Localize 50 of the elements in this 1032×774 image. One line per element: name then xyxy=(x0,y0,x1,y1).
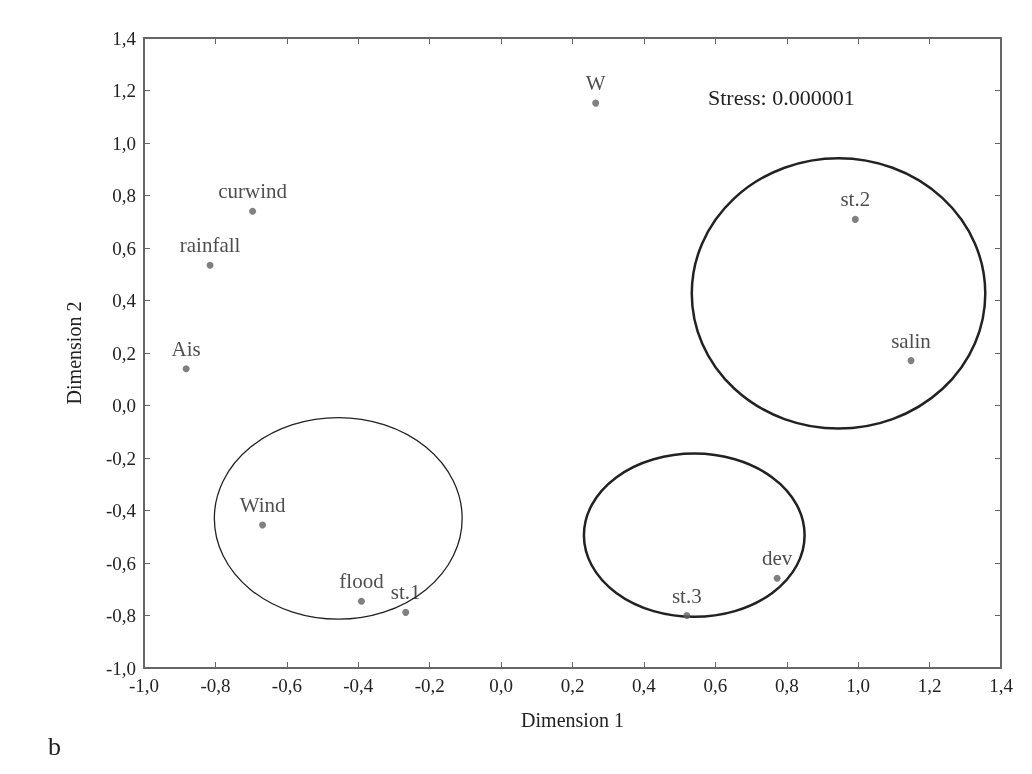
annotation: Stress: 0.000001 xyxy=(708,85,855,111)
data-label: Wind xyxy=(239,492,286,517)
y-tick-label: 0,4 xyxy=(112,290,137,311)
y-tick-label: 0,6 xyxy=(112,237,136,259)
data-label: dev xyxy=(761,546,793,571)
x-tick-label: -0,6 xyxy=(271,675,302,696)
x-tick-label: 0,6 xyxy=(703,675,728,696)
y-tick-label: -0,2 xyxy=(105,447,136,469)
x-tick-label: 0,8 xyxy=(774,675,799,696)
x-tick-label: 0,2 xyxy=(560,675,585,696)
y-tick-label: 0,8 xyxy=(112,185,136,206)
point xyxy=(851,215,859,223)
point xyxy=(683,612,691,619)
point xyxy=(907,357,915,365)
x-tick-label: 0,0 xyxy=(489,675,513,696)
point xyxy=(249,207,257,215)
point xyxy=(773,574,781,582)
data-label: rainfall xyxy=(179,233,241,258)
x-tick-label: -0,4 xyxy=(343,675,374,696)
y-tick-label: 1,0 xyxy=(112,132,136,154)
x-tick-label: 1,0 xyxy=(846,675,871,696)
data-label: curwind xyxy=(218,179,288,204)
data-label: flood xyxy=(339,569,385,594)
data-label: salin xyxy=(891,328,932,353)
data-label: st.3 xyxy=(671,583,702,608)
point xyxy=(592,99,600,107)
x-axis-title: Dimension 1 xyxy=(521,709,624,731)
y-tick-label: 0,0 xyxy=(112,395,136,416)
x-tick-label: -0,8 xyxy=(200,675,231,696)
point xyxy=(357,597,365,605)
y-tick-label: 1,2 xyxy=(112,80,136,101)
point xyxy=(182,365,190,373)
point xyxy=(259,521,267,529)
y-axis-title: Dimension 2 xyxy=(63,301,85,405)
x-tick-label: -0,2 xyxy=(414,675,445,696)
y-tick-label: -0,6 xyxy=(105,552,136,574)
y-tick-label: -0,4 xyxy=(105,500,137,521)
y-tick-label: 0,2 xyxy=(112,342,136,364)
data-label: st.1 xyxy=(390,580,421,605)
x-tick-label: 1,4 xyxy=(989,675,1014,696)
x-tick-label: 1,2 xyxy=(917,675,942,696)
y-tick-label: 1,4 xyxy=(112,27,137,49)
data-label: Ais xyxy=(171,336,201,361)
y-tick-label: -0,8 xyxy=(105,605,136,626)
point xyxy=(402,608,410,616)
point xyxy=(206,261,214,269)
data-label: st.2 xyxy=(840,187,871,212)
x-tick-label: 0,4 xyxy=(632,675,657,696)
data-label: W xyxy=(585,71,606,96)
text: b xyxy=(48,732,61,762)
